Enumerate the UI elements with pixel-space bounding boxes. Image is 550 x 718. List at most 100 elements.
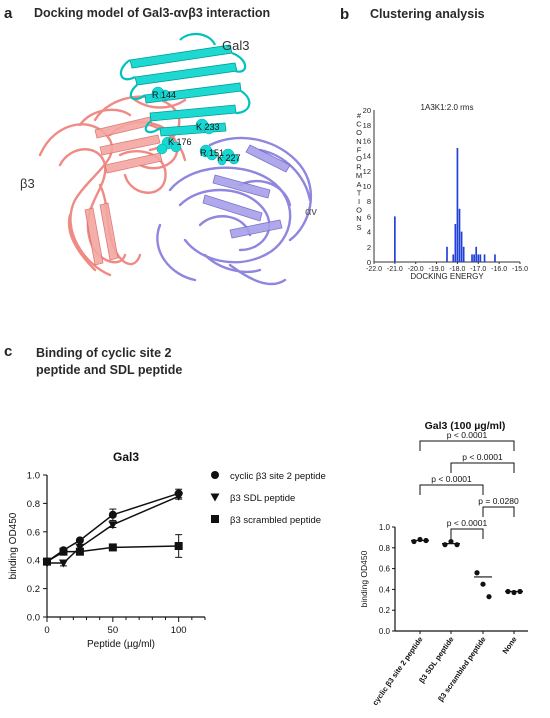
dot-plot-data-point — [417, 536, 423, 543]
dot-plot-y-tick-label: 0.4 — [379, 585, 391, 594]
dot-plot-y-tick-label: 0.0 — [379, 627, 391, 636]
histogram-y-axis-label-char: M — [356, 171, 362, 180]
gal3-chain-label: Gal3 — [222, 38, 249, 53]
significance-label: p < 0.0001 — [462, 452, 503, 462]
dot-plot-y-axis-label: binding OD450 — [359, 550, 369, 607]
panel-b-title: Clustering analysis — [370, 7, 485, 21]
line-chart-x-axis-label: Peptide (µg/ml) — [87, 639, 155, 650]
significance-label: p = 0.0280 — [478, 496, 519, 506]
residue-label-r144: R 144 — [152, 90, 176, 100]
histogram-y-axis-label-char: A — [356, 180, 361, 189]
dot-plot-data-point — [517, 588, 523, 595]
histogram-bar — [494, 254, 496, 262]
dot-plot-y-tick-label: 0.8 — [379, 544, 391, 553]
line-chart-y-tick-label: 0.8 — [27, 499, 40, 510]
histogram-y-axis-label-char: N — [356, 137, 361, 146]
histogram-bar — [458, 208, 461, 262]
histogram-bar — [460, 231, 463, 262]
dot-plot-data-point — [454, 542, 460, 548]
histogram-bar — [479, 254, 482, 262]
line-chart-x-tick-label: 100 — [171, 625, 187, 636]
histogram-bar — [483, 254, 486, 262]
docking-model-illustration: R 144 K 233 K 176 R 151 K 227 Gal3 β3 αv — [20, 32, 317, 286]
dot-plot-data-point — [505, 588, 511, 595]
beta3-chain-label: β3 — [20, 176, 35, 191]
histogram-bar — [394, 216, 396, 262]
dot-plot-y-tick-label: 0.2 — [379, 606, 391, 615]
line-chart-data-point — [108, 521, 118, 530]
dot-plot-data-point — [411, 538, 417, 545]
dot-plot-category-label: None — [501, 635, 519, 656]
histogram-x-tick-label: -16.0 — [491, 266, 507, 273]
significance-label: p < 0.0001 — [447, 430, 488, 440]
histogram-y-tick-label: 18 — [363, 121, 371, 130]
line-chart-data-point — [58, 559, 68, 568]
line-chart-y-tick-label: 0.4 — [27, 556, 40, 567]
significance-bracket — [450, 528, 484, 539]
binding-dot-plot: Gal3 (100 µg/ml) 0.0 0.2 0.4 0.6 0.8 1.0 bindin… — [359, 420, 528, 707]
histogram-bar — [456, 148, 459, 262]
legend-marker — [211, 471, 219, 479]
dot-plot-data-point — [480, 581, 486, 587]
line-chart-x-tick-label: 0 — [44, 625, 49, 636]
panel-c-title: Binding of cyclic site 2 peptide and SDL… — [36, 345, 182, 379]
panel-c-title-line-1: Binding of cyclic site 2 — [36, 346, 172, 360]
histogram-bar — [471, 254, 473, 262]
histogram-y-tick-label: 4 — [367, 228, 371, 237]
clustering-histogram: 1A3K1:2.0 rms 0 2 4 6 8 10 12 14 16 18 20 -22.0 -21.0… — [356, 103, 528, 281]
panel-b-letter: b — [340, 6, 350, 23]
line-chart-y-tick-label: 0.0 — [27, 613, 40, 624]
line-chart-data-point — [174, 542, 183, 550]
histogram-bar — [446, 246, 448, 262]
legend-marker — [211, 515, 219, 523]
histogram-x-tick-label: -21.0 — [387, 266, 403, 273]
residue-label-k233: K 233 — [196, 122, 220, 132]
dot-plot-data-point — [442, 542, 448, 548]
dot-plot-data-point — [423, 537, 429, 544]
legend-label: β3 SDL peptide — [230, 493, 295, 504]
significance-bracket — [450, 462, 515, 473]
histogram-bar — [477, 254, 480, 262]
histogram-y-axis-label-char: O — [356, 206, 362, 215]
dot-plot-title: Gal3 (100 µg/ml) — [425, 420, 506, 432]
line-chart-y-axis-label: binding OD450 — [8, 512, 19, 579]
histogram-x-tick-label: -22.0 — [366, 266, 382, 273]
significance-label: p < 0.0001 — [431, 474, 472, 484]
histogram-y-axis-label-char: T — [357, 188, 362, 197]
residue-label-k176: K 176 — [168, 137, 192, 147]
line-chart-y-tick-label: 0.2 — [27, 584, 40, 595]
significance-bracket — [482, 506, 515, 517]
histogram-y-axis-label-char: O — [356, 128, 362, 137]
dot-plot-y-tick-label: 0.6 — [379, 565, 391, 574]
dot-plot-data-point — [474, 570, 480, 576]
histogram-y-axis-label-char: N — [356, 214, 361, 223]
histogram-bar — [473, 254, 475, 262]
line-chart-data-point — [108, 510, 117, 519]
histogram-bar — [452, 254, 455, 262]
panel-a-letter: a — [4, 5, 13, 22]
histogram-x-tick-label: -15.0 — [512, 266, 528, 273]
panel-c-letter: c — [4, 343, 13, 360]
histogram-y-tick-label: 0 — [367, 258, 371, 267]
panel-c-title-line-2: peptide and SDL peptide — [36, 363, 183, 377]
dot-plot-data-point — [511, 589, 517, 596]
histogram-y-axis-label-char: C — [356, 120, 362, 129]
histogram-bar — [462, 246, 465, 262]
dot-plot-category-label: cyclic β3 site 2 peptide — [370, 635, 424, 707]
line-chart-data-point — [108, 543, 117, 552]
histogram-x-axis-label: DOCKING ENERGY — [410, 272, 484, 281]
line-chart-data-point — [75, 547, 84, 556]
residue-labels: R 144 K 233 K 176 R 151 K 227 — [152, 90, 241, 163]
dot-plot-data-point — [448, 538, 454, 545]
legend-label: cyclic β3 site 2 peptide — [230, 471, 326, 482]
histogram-y-axis-label-char: I — [358, 197, 360, 206]
histogram-y-axis-label-char: O — [356, 154, 362, 163]
histogram-y-tick-label: 20 — [363, 106, 371, 115]
histogram-bar — [454, 224, 457, 262]
beta3-ribbon-fill — [84, 116, 163, 266]
line-chart-data-point — [174, 492, 184, 501]
line-chart-x-tick-label: 50 — [108, 625, 119, 636]
legend-label: β3 scrambled peptide — [230, 515, 321, 526]
histogram-bar — [475, 246, 478, 262]
alpha-v-ribbon-fill — [202, 144, 291, 239]
